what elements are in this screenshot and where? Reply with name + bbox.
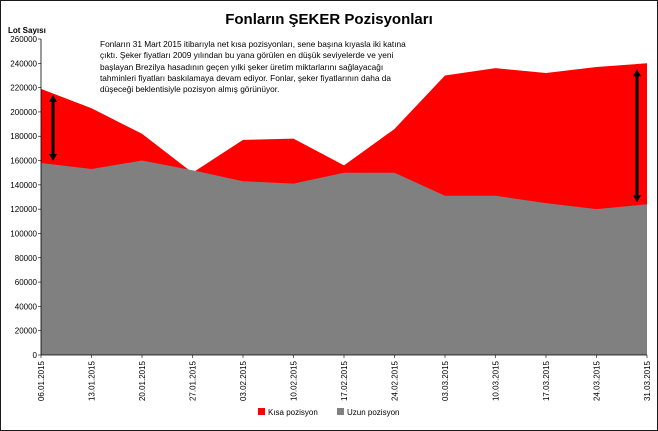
y-axis-title: Lot Sayısı [8,26,46,35]
y-tick-label: 60000 [15,278,38,287]
x-tick-label: 10.03.2015 [492,360,501,401]
x-tick-label: 17.03.2015 [542,360,551,401]
y-tick-label: 180000 [10,132,37,141]
plot-area [40,39,647,356]
arrow-head-up [633,69,641,77]
x-tick-label: 03.02.2015 [239,360,248,401]
y-tick-label: 160000 [10,157,37,166]
arrow-head-down [633,195,641,203]
arrow-head-up [49,94,57,102]
x-tick-label: 24.03.2015 [593,360,602,401]
chart-title: Fonların ŞEKER Pozisyonları [225,11,433,28]
series-area-uzun-pozisyon [41,160,647,355]
x-tick-label: 24.02.2015 [391,360,400,401]
gap-arrow-start [49,94,57,161]
gap-arrow-end [633,69,641,203]
y-tick-label: 240000 [10,59,37,68]
y-tick-label: 200000 [10,108,37,117]
y-tick-label: 40000 [15,302,38,311]
y-tick-label: 120000 [10,205,37,214]
y-tick-label: 20000 [15,327,38,336]
y-tick-label: 260000 [10,35,37,44]
y-axis: 0 20000 40000 60000 80000 100000 120000 140000 1… [10,35,41,360]
x-tick-label: 06.01.2015 [37,360,46,401]
y-tick-label: 80000 [15,254,38,263]
legend-label: Kısa pozisyon [268,408,318,417]
annotation-text: Fonların 31 Mart 2015 itibarıyla net kıs… [100,39,406,95]
legend-swatch [258,408,265,415]
x-tick-label: 20.01.2015 [138,360,147,401]
y-tick-label: 0 [33,351,38,360]
x-tick-label: 31.03.2015 [643,360,652,401]
x-tick-label: 27.01.2015 [189,360,198,401]
x-tick-label: 13.01.2015 [88,360,97,401]
arrow-head-down [49,153,57,161]
y-tick-label: 100000 [10,229,37,238]
y-tick-label: 220000 [10,84,37,93]
legend-swatch [337,408,344,415]
legend: Kısa pozisyon Uzun pozisyon [258,408,399,417]
x-tick-label: 17.02.2015 [340,360,349,401]
x-axis: 06.01.2015 13.01.2015 20.01.2015 27.01.2015… [37,355,652,401]
legend-label: Uzun pozisyon [347,408,399,417]
x-tick-label: 10.02.2015 [290,360,299,401]
x-tick-label: 03.03.2015 [441,360,450,401]
y-tick-label: 140000 [10,181,37,190]
